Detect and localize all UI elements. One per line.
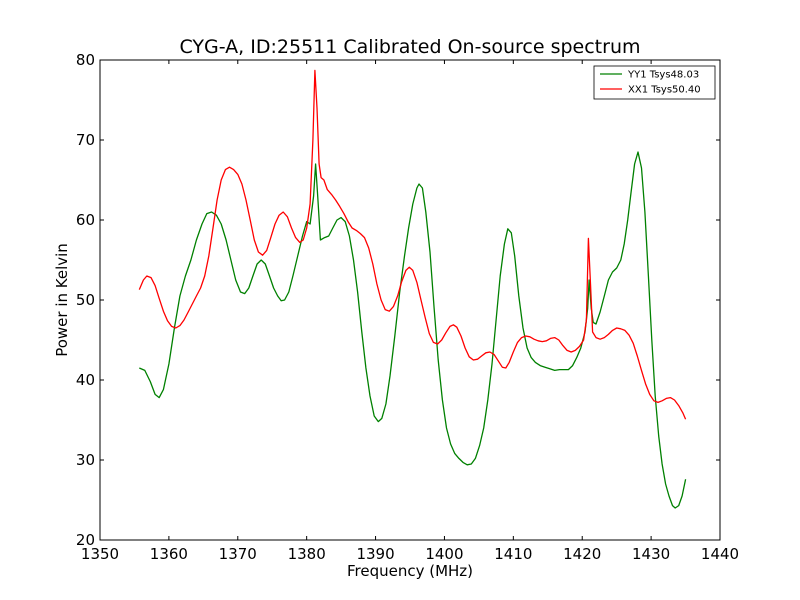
y-tick-label-5: 70 bbox=[76, 131, 95, 149]
y-tick-label-2: 40 bbox=[76, 371, 95, 389]
x-tick-label-9: 1440 bbox=[701, 545, 739, 563]
series-line-1 bbox=[138, 69, 687, 420]
y-tick-label-0: 20 bbox=[76, 531, 95, 549]
x-tick-label-5: 1400 bbox=[425, 545, 463, 563]
y-tick-label-3: 50 bbox=[76, 291, 95, 309]
ticks-layer: 1350 1360 1370 1380 1390 1400 1410 1420 1430 1440… bbox=[76, 51, 739, 563]
y-tick-label-1: 30 bbox=[76, 451, 95, 469]
x-tick-label-3: 1380 bbox=[288, 545, 326, 563]
x-tick-label-2: 1370 bbox=[219, 545, 257, 563]
y-tick-label-4: 60 bbox=[76, 211, 95, 229]
legend-label-0: YY1 Tsys48.03 bbox=[627, 70, 699, 81]
x-tick-label-0: 1350 bbox=[81, 545, 119, 563]
legend-label-1: XX1 Tsys50.40 bbox=[628, 85, 701, 96]
y-tick-label-6: 80 bbox=[76, 51, 95, 69]
x-tick-label-8: 1430 bbox=[632, 545, 670, 563]
series-layer bbox=[138, 69, 687, 509]
x-tick-label-7: 1420 bbox=[563, 545, 601, 563]
x-axis-title: Frequency (MHz) bbox=[347, 562, 473, 580]
legend-box bbox=[593, 65, 716, 100]
series-line-0 bbox=[139, 151, 687, 509]
x-tick-label-1: 1360 bbox=[150, 545, 188, 563]
y-axis-title: Power in Kelvin bbox=[53, 243, 71, 357]
legend: YY1 Tsys48.03 XX1 Tsys50.40 bbox=[593, 65, 716, 100]
x-tick-label-4: 1390 bbox=[356, 545, 394, 563]
chart-title: CYG-A, ID:25511 Calibrated On-source spe… bbox=[179, 36, 640, 58]
x-tick-label-6: 1410 bbox=[494, 545, 532, 563]
